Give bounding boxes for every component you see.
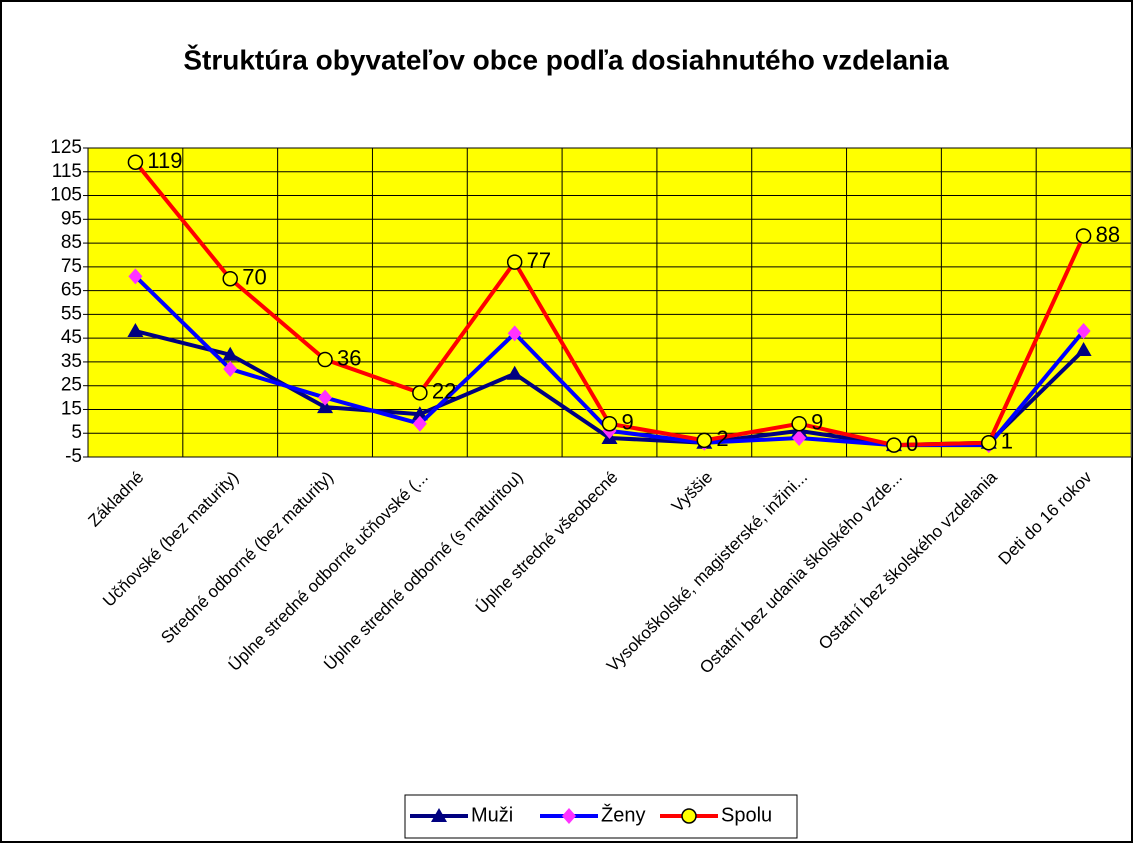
data-point — [317, 399, 334, 414]
y-tick-label: 5 — [71, 422, 82, 443]
data-point — [411, 406, 428, 421]
y-tick-label: -5 — [65, 446, 82, 467]
data-point — [1075, 342, 1092, 357]
data-point — [317, 351, 333, 368]
y-tick-label: 95 — [61, 208, 82, 229]
legend-marker — [562, 808, 576, 824]
plot-area — [87, 147, 1132, 458]
data-label: 119 — [147, 148, 182, 173]
y-tick-label: 125 — [50, 137, 82, 158]
data-label: 0 — [906, 431, 918, 456]
legend-label: Ženy — [601, 803, 645, 826]
data-point — [412, 415, 427, 432]
y-tick-label: 35 — [61, 351, 82, 372]
y-tick-label: 115 — [52, 161, 82, 182]
y-tick-label: 75 — [61, 256, 82, 277]
legend-label: Spolu — [721, 804, 772, 826]
data-point — [886, 437, 902, 453]
data-label: 70 — [242, 265, 266, 290]
data-label: 22 — [432, 379, 456, 404]
legend-label: Muži — [471, 804, 513, 826]
data-point — [1075, 228, 1092, 244]
data-point — [791, 415, 807, 432]
chart-title: Štruktúra obyvateľov obce podľa dosiahnu… — [183, 43, 949, 75]
data-label: 2 — [716, 426, 728, 451]
y-tick-label: 25 — [61, 375, 82, 396]
data-point — [318, 389, 333, 406]
y-tick-label: 65 — [61, 280, 82, 301]
legend-marker — [681, 808, 697, 824]
data-point — [792, 429, 807, 446]
data-label: 9 — [622, 410, 634, 435]
data-point — [507, 325, 522, 342]
data-point — [222, 346, 239, 361]
y-tick-label: 55 — [61, 303, 82, 324]
legend-marker — [431, 808, 447, 822]
data-label: 1 — [1001, 429, 1013, 454]
data-point — [506, 365, 523, 380]
data-point — [981, 434, 997, 451]
data-point — [601, 415, 618, 432]
data-label: 36 — [337, 345, 361, 370]
data-point — [1076, 323, 1091, 340]
legend: Muži Ženy Spolu — [404, 794, 798, 839]
data-point — [696, 432, 713, 449]
data-label: 88 — [1096, 222, 1120, 247]
data-label: 77 — [527, 248, 551, 273]
legend-box — [404, 794, 798, 839]
data-point — [128, 268, 143, 285]
y-tick-label: 15 — [61, 398, 82, 419]
data-point — [412, 385, 428, 401]
data-label: 9 — [811, 410, 823, 435]
data-point — [127, 323, 144, 338]
data-point — [127, 154, 144, 171]
data-point — [222, 270, 238, 287]
data-point — [223, 361, 238, 378]
y-tick-label: 45 — [61, 327, 82, 348]
y-tick-label: 105 — [50, 185, 82, 206]
data-point — [506, 254, 523, 270]
y-tick-label: 85 — [61, 232, 82, 253]
